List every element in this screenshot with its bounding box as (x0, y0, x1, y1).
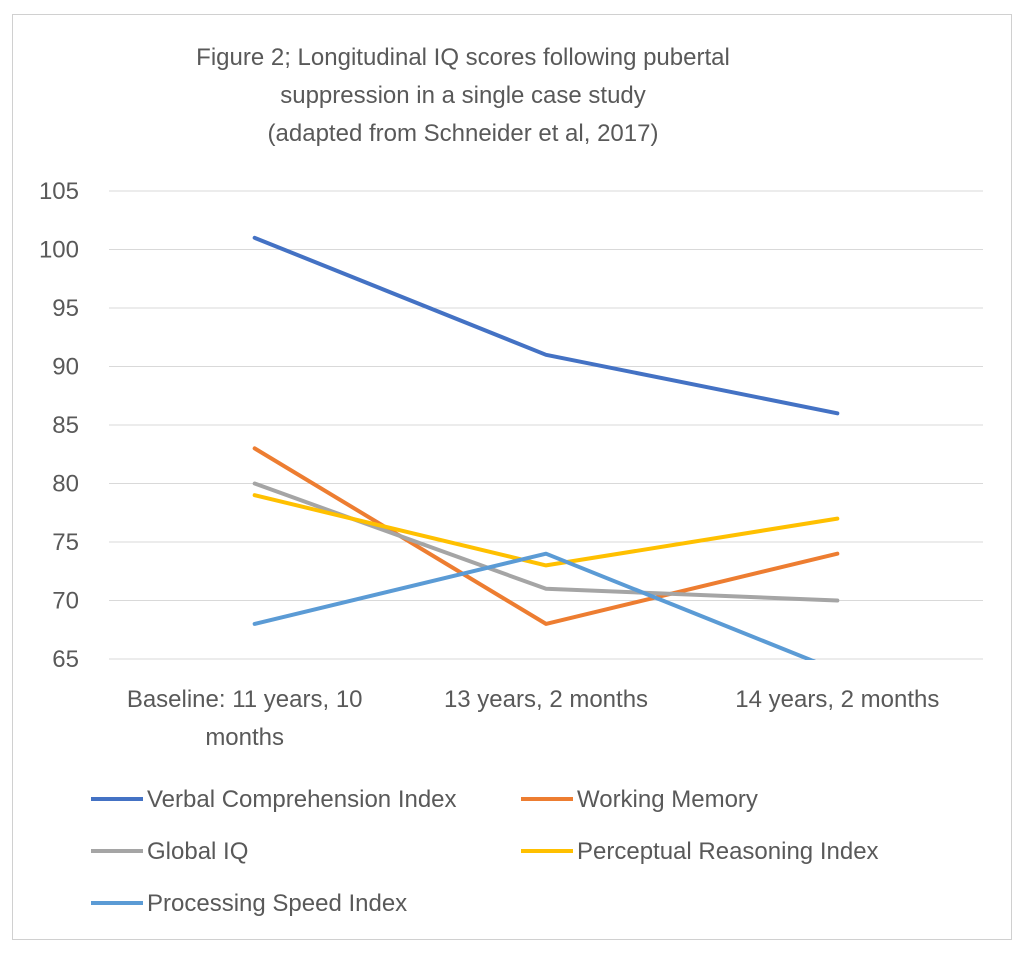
chart-title-line-1: Figure 2; Longitudinal IQ scores followi… (196, 44, 730, 71)
y-tick-label: 90 (52, 354, 79, 381)
y-tick-label: 105 (39, 178, 79, 205)
series-line (252, 235, 840, 416)
chart-frame: Figure 2; Longitudinal IQ scores followi… (12, 14, 1012, 940)
legend: Verbal Comprehension Index Working Memory… (91, 786, 879, 917)
legend-label: Verbal Comprehension Index (147, 786, 457, 813)
x-tick-label: 14 years, 2 months (735, 686, 939, 713)
x-axis-tick-labels: Baseline: 11 years, 10 months 13 years, 2 … (127, 686, 940, 751)
y-tick-label: 100 (39, 237, 79, 264)
legend-label: Perceptual Reasoning Index (577, 838, 879, 865)
x-tick-label: Baseline: 11 years, 10 (127, 686, 363, 713)
series-line (252, 493, 840, 568)
series-line (252, 446, 840, 626)
series-line (252, 551, 817, 660)
y-tick-label: 75 (52, 529, 79, 556)
y-tick-label: 70 (52, 588, 79, 615)
x-tick-label: months (205, 724, 284, 751)
y-tick-label: 85 (52, 412, 79, 439)
legend-label: Working Memory (577, 786, 758, 813)
y-tick-label: 95 (52, 295, 79, 322)
line-chart: Figure 2; Longitudinal IQ scores followi… (39, 44, 983, 917)
x-tick-label: 13 years, 2 months (444, 686, 648, 713)
chart-title-line-3: (adapted from Schneider et al, 2017) (268, 120, 659, 147)
chart-title: Figure 2; Longitudinal IQ scores followi… (196, 44, 730, 147)
series-lines (252, 235, 840, 660)
legend-label: Global IQ (147, 838, 248, 865)
legend-label: Processing Speed Index (147, 890, 407, 917)
y-tick-label: 65 (52, 646, 79, 673)
chart-title-line-2: suppression in a single case study (280, 82, 646, 109)
y-tick-label: 80 (52, 471, 79, 498)
y-axis-tick-labels: 105 100 95 90 85 80 75 70 65 (39, 178, 79, 673)
